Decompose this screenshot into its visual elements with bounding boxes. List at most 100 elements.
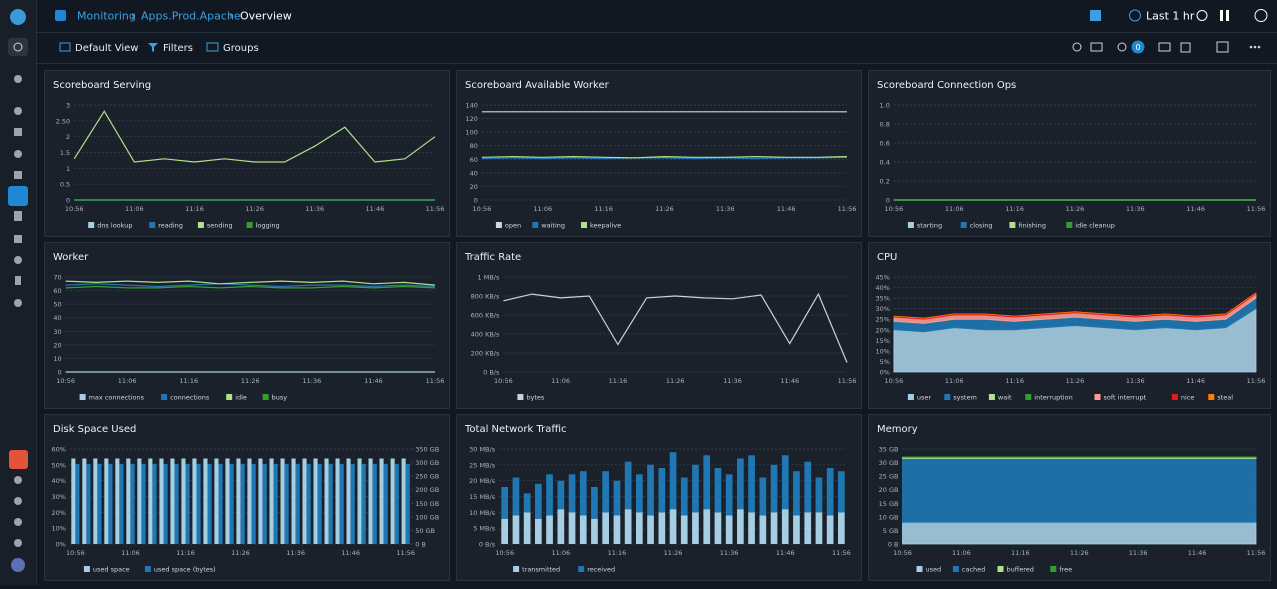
bar xyxy=(295,463,300,544)
chart-panel: Scoreboard Serving 0 0.5 1 1.5 2 2.50 3 10:56 11:… xyxy=(44,70,450,237)
bar xyxy=(236,458,241,544)
x-tick-label: 11:26 xyxy=(1070,549,1089,557)
legend-swatch xyxy=(1066,222,1073,228)
x-tick-label: 11:26 xyxy=(666,377,685,385)
bar xyxy=(141,463,146,544)
time-range[interactable]: Last 1 hr xyxy=(1146,10,1195,23)
bar xyxy=(636,512,643,544)
y-tick-label: 10 GB xyxy=(879,513,899,521)
area-series xyxy=(902,521,1257,545)
x-tick-label: 10:56 xyxy=(56,377,75,385)
chart-title: CPU xyxy=(877,252,897,263)
legend-label: max connections xyxy=(89,394,145,402)
y-tick-label: 0 xyxy=(886,197,890,205)
x-tick-label: 10:56 xyxy=(66,549,85,557)
active-nav[interactable] xyxy=(8,186,28,206)
chart-panel: Worker 0 10 20 30 40 50 60 70 10:56 11:06 11:16 11:2… xyxy=(44,242,450,409)
bar xyxy=(368,458,373,544)
chart: Scoreboard Serving 0 0.5 1 1.5 2 2.50 3 10:56 11:… xyxy=(53,80,444,230)
x-tick-label: 11:36 xyxy=(1126,377,1145,385)
legend-label: steal xyxy=(1217,394,1233,402)
legend-label: soft interrupt xyxy=(1104,394,1147,402)
x-tick-label: 11:56 xyxy=(426,377,445,385)
avatar[interactable] xyxy=(11,558,25,572)
toolbar-icons[interactable] xyxy=(1072,41,1229,53)
legend-label: finishing xyxy=(1018,222,1046,230)
bar xyxy=(579,471,587,516)
y-tick-label: 30% xyxy=(875,305,889,313)
toolbar-item[interactable]: Groups xyxy=(223,43,259,54)
breadcrumb[interactable]: Apps.Prod.Apache xyxy=(141,10,241,23)
bar xyxy=(815,512,823,544)
bar xyxy=(680,515,688,544)
y2-tick-label: 200 GB xyxy=(415,486,439,494)
bar xyxy=(703,455,711,510)
x-tick-label: 11:36 xyxy=(305,205,324,213)
top-bar: Monitoring › Apps.Prod.Apache › Overview… xyxy=(37,0,1277,33)
bar xyxy=(152,463,157,544)
legend-swatch xyxy=(907,394,914,400)
legend-swatch xyxy=(161,394,168,400)
legend-swatch xyxy=(988,394,995,400)
bar xyxy=(75,463,80,544)
legend-swatch xyxy=(513,566,520,572)
bar xyxy=(535,483,542,519)
x-tick-label: 11:06 xyxy=(533,205,552,213)
gift-icon[interactable] xyxy=(9,450,28,469)
more-icon[interactable] xyxy=(1249,45,1261,49)
y-tick-label: 120 xyxy=(465,115,477,123)
y-tick-label: 30 xyxy=(53,328,61,336)
refresh-icon[interactable] xyxy=(1196,10,1208,21)
bar xyxy=(647,515,654,544)
y-tick-label: 600 KB/s xyxy=(471,312,500,320)
legend-swatch xyxy=(144,566,151,572)
line-series xyxy=(65,280,436,286)
toolbar-item[interactable]: Default View xyxy=(75,43,138,54)
bar xyxy=(192,458,197,544)
y-tick-label: 0.5 xyxy=(60,181,70,189)
legend-label: busy xyxy=(272,394,288,402)
legend-swatch xyxy=(1171,394,1178,400)
bar xyxy=(613,480,621,516)
toolbar-item[interactable]: Filters xyxy=(163,43,193,54)
legend-swatch xyxy=(578,566,585,572)
dashboard-icon[interactable] xyxy=(1090,10,1101,21)
nav-icons[interactable] xyxy=(14,75,22,547)
x-tick-label: 11:26 xyxy=(655,205,674,213)
x-tick-label: 10:56 xyxy=(473,205,492,213)
chart: Scoreboard Connection Ops 0 0.2 0.4 0.6 0.8 1.… xyxy=(877,80,1266,230)
legend-label: closing xyxy=(970,222,993,230)
y-tick-label: 70 xyxy=(53,274,61,282)
x-tick-label: 11:26 xyxy=(1066,377,1085,385)
bar xyxy=(130,463,135,544)
y-tick-label: 40% xyxy=(51,477,65,485)
breadcrumb[interactable]: Monitoring xyxy=(77,10,136,23)
legend-swatch xyxy=(1009,222,1016,228)
x-tick-label: 11:56 xyxy=(396,549,415,557)
x-tick-label: 11:56 xyxy=(1247,549,1266,557)
chart-panel: Scoreboard Available Worker 0 20 40 60 80 100 1… xyxy=(456,70,862,237)
x-tick-label: 11:56 xyxy=(1247,205,1266,213)
y-tick-label: 0.8 xyxy=(880,121,890,129)
x-tick-label: 11:16 xyxy=(185,205,204,213)
legend-swatch xyxy=(907,222,914,228)
search-icon[interactable] xyxy=(8,38,28,56)
chart-title: Scoreboard Serving xyxy=(53,80,151,91)
bar xyxy=(725,515,733,544)
legend-label: idle xyxy=(235,394,247,402)
pause-icon[interactable] xyxy=(1220,10,1223,21)
help-icon[interactable] xyxy=(1254,9,1268,22)
bar xyxy=(546,474,553,516)
x-tick-label: 11:06 xyxy=(121,549,140,557)
bar xyxy=(591,487,598,519)
x-tick-label: 11:36 xyxy=(716,205,735,213)
bar xyxy=(361,463,366,544)
legend-swatch xyxy=(1094,394,1101,400)
y-tick-label: 1.5 xyxy=(60,149,70,157)
y-tick-label: 30 MB/s xyxy=(469,446,496,454)
bar xyxy=(401,458,406,544)
chart: Memory 0 B 5 GB 10 GB 15 GB 20 GB 25 GB 30 GB 35… xyxy=(877,424,1266,574)
x-tick-label: 11:26 xyxy=(245,205,264,213)
legend-label: reading xyxy=(158,222,183,230)
